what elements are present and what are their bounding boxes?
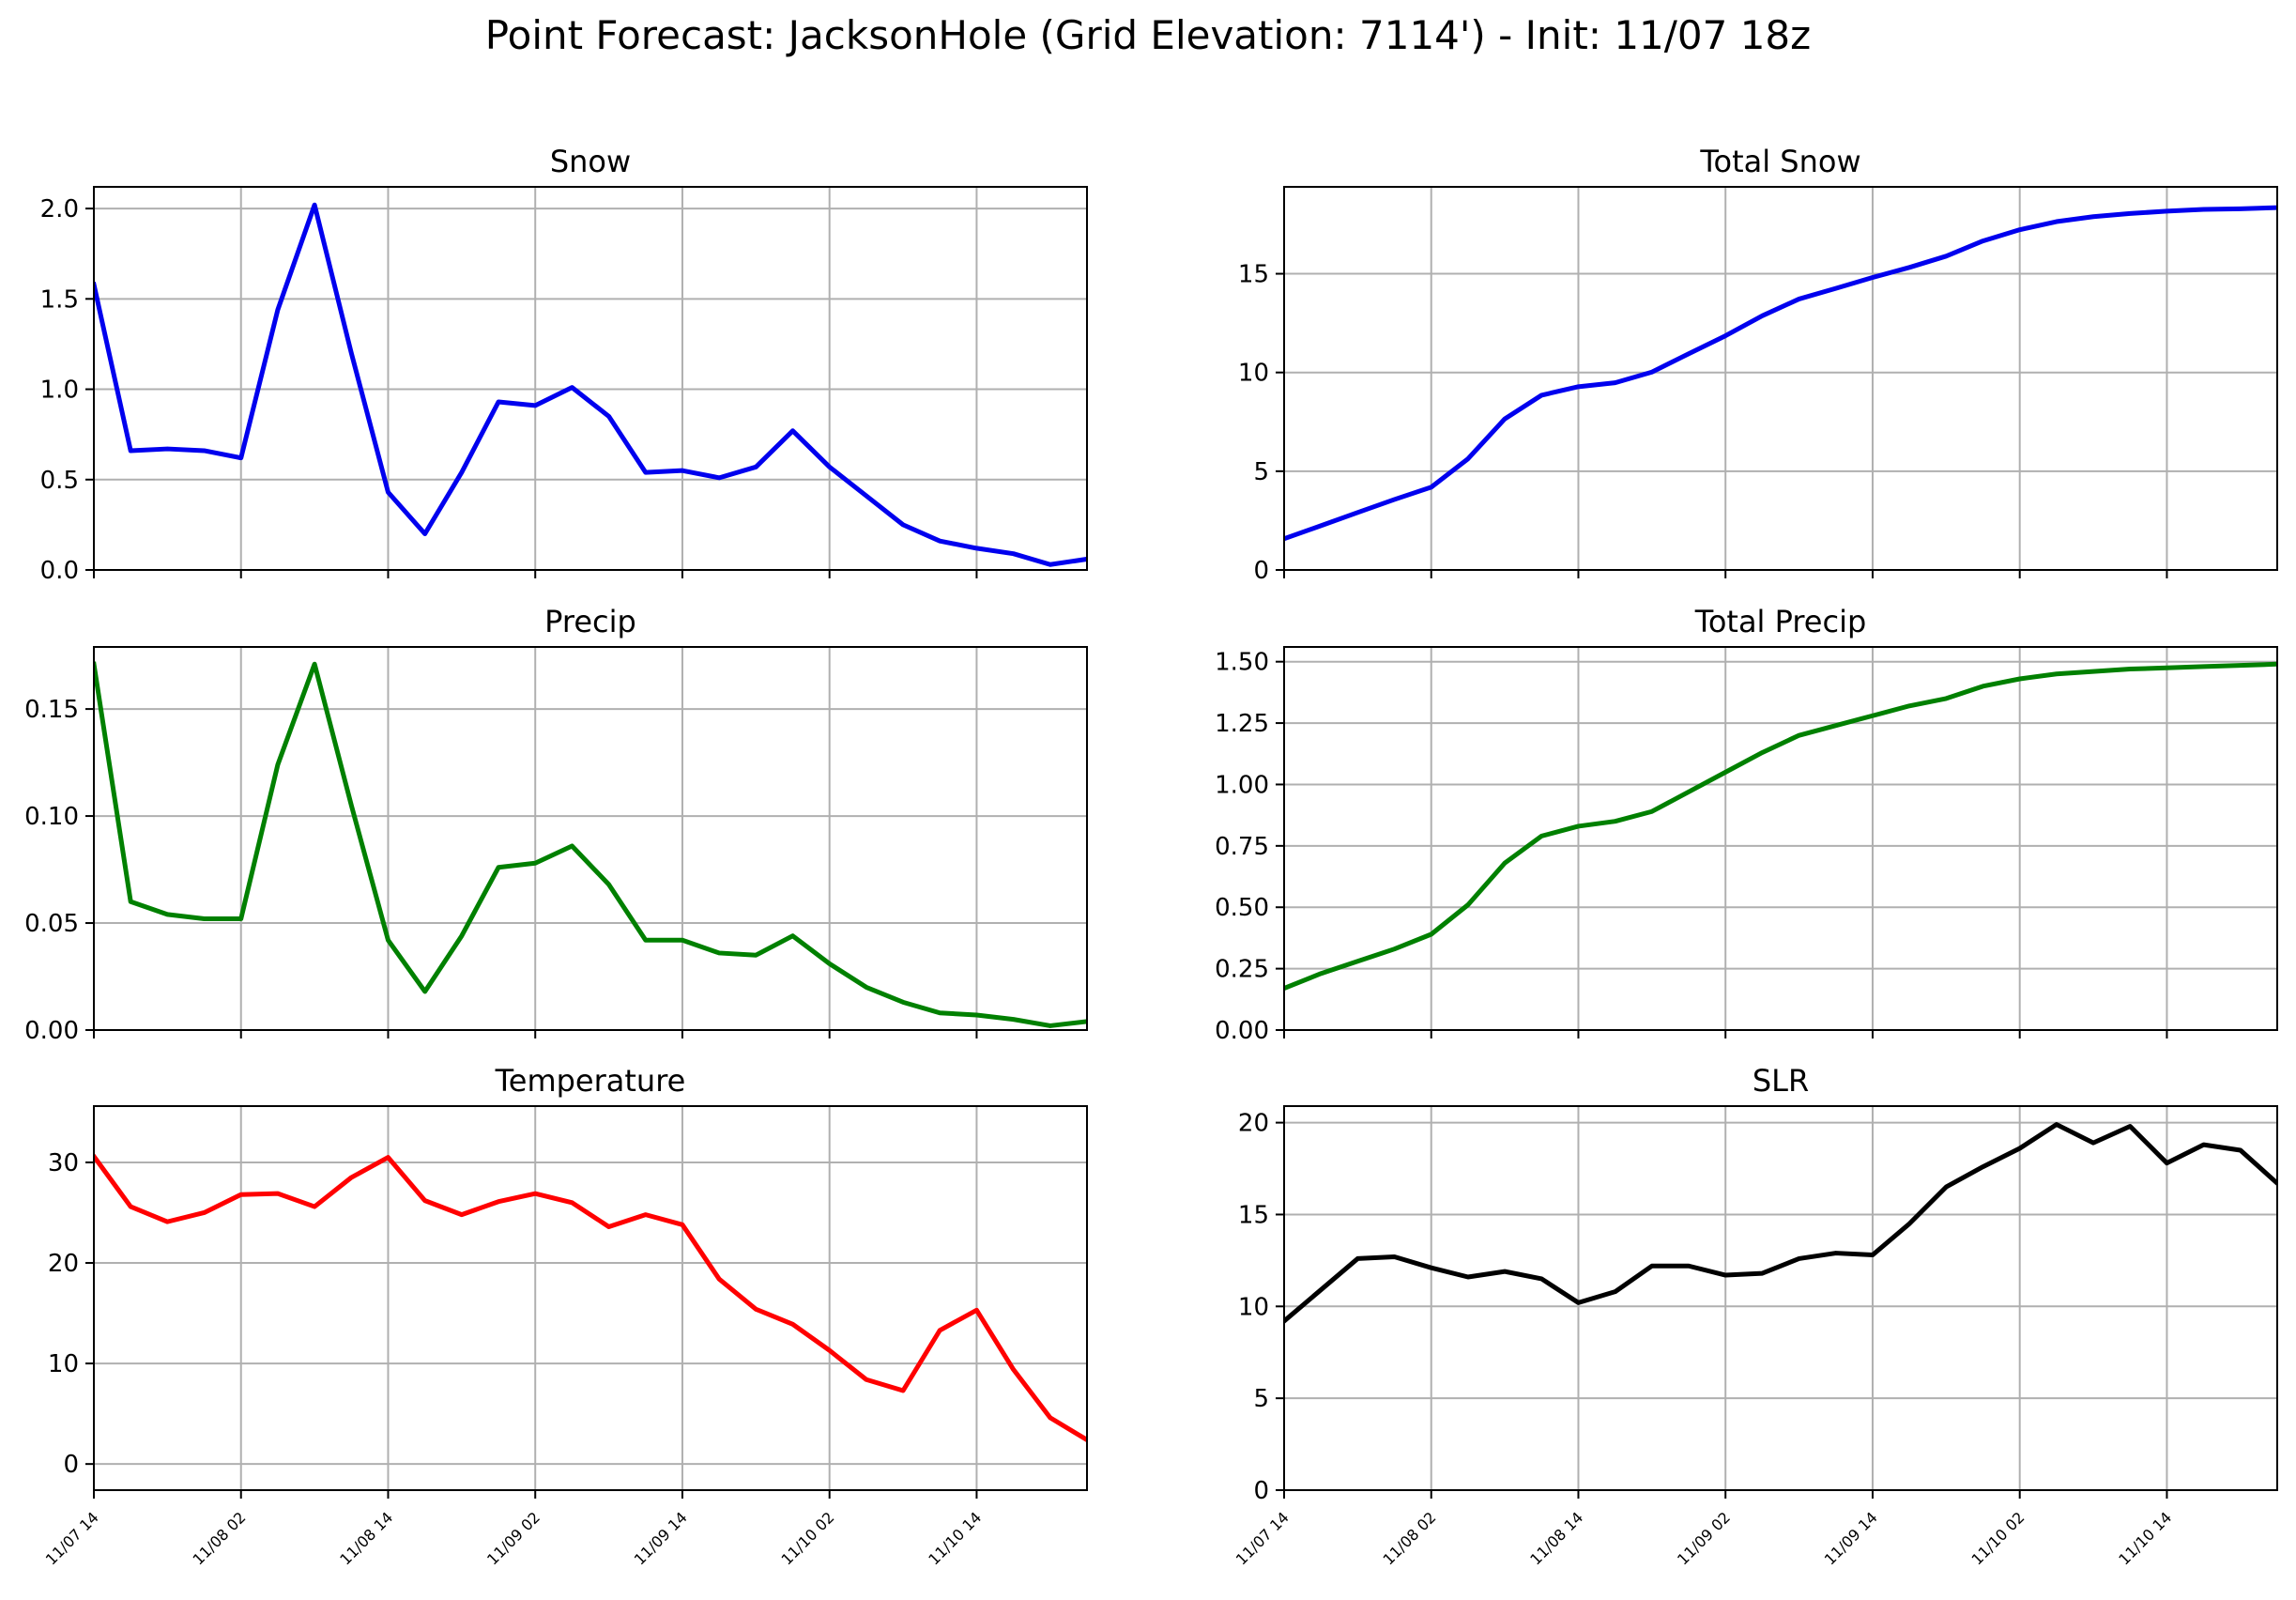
temperature-ytick-label: 10: [48, 1350, 79, 1378]
snow-ytick-label: 0.0: [40, 557, 79, 585]
total-precip-ytick-label: 1.25: [1215, 710, 1269, 738]
figure-title: Point Forecast: JacksonHole (Grid Elevat…: [485, 12, 1811, 58]
temperature-xtick-label: 11/07 14: [42, 1508, 102, 1568]
snow-title: Snow: [550, 144, 631, 179]
slr-ytick-label: 0: [1253, 1477, 1269, 1505]
temperature-ytick-label: 30: [48, 1149, 79, 1177]
temperature-series-line: [94, 1153, 1087, 1443]
slr-ytick-label: 20: [1238, 1110, 1269, 1138]
temperature-axes-frame: [93, 1105, 1088, 1491]
temperature-xtick-label: 11/10 02: [777, 1508, 837, 1568]
slr-xtick-label: 11/08 02: [1380, 1508, 1440, 1568]
snow-series-line: [94, 202, 1087, 567]
precip-ytick-label: 0.10: [24, 803, 79, 831]
total-precip-ytick-label: 0.50: [1215, 894, 1269, 922]
snow-ytick-label: 1.0: [40, 377, 79, 405]
total-snow-ytick-label: 15: [1238, 261, 1269, 289]
slr-axes-frame: [1283, 1105, 2278, 1491]
total-snow-axes-frame: [1283, 186, 2278, 571]
slr-xtick-label: 11/09 02: [1674, 1508, 1734, 1568]
temperature-ytick-label: 0: [63, 1451, 79, 1479]
total-precip-ytick-label: 1.50: [1215, 649, 1269, 677]
slr-ytick-label: 15: [1238, 1201, 1269, 1229]
total-precip-axes-frame: [1283, 646, 2278, 1031]
temperature-xtick-label: 11/08 02: [190, 1508, 250, 1568]
total-snow-series-line: [1284, 205, 2277, 542]
temperature-ytick-label: 20: [48, 1250, 79, 1278]
slr-panel: SLR 11/07 14 11/08 02 11/08 14 11/09 02 11/09…: [1232, 1063, 2278, 1568]
total-precip-series-line: [1284, 661, 2277, 992]
temperature-xtick-label: 11/08 14: [336, 1508, 396, 1568]
snow-ytick-label: 2.0: [40, 195, 79, 223]
slr-xtick-label: 11/08 14: [1526, 1508, 1586, 1568]
slr-xtick-label: 11/10 14: [2115, 1508, 2175, 1568]
snow-panel: Snow 0.0 0.5 1.0 1.5 2.0: [40, 144, 1088, 585]
slr-series-line: [1284, 1122, 2277, 1325]
precip-title: Precip: [544, 604, 636, 639]
slr-xtick-label: 11/07 14: [1232, 1508, 1293, 1568]
temperature-xtick-label: 11/09 14: [631, 1508, 691, 1568]
slr-xtick-label: 11/09 14: [1821, 1508, 1881, 1568]
slr-title: SLR: [1753, 1063, 1809, 1099]
temperature-title: Temperature: [495, 1063, 686, 1099]
temperature-xtick-label: 11/09 02: [483, 1508, 543, 1568]
precip-ytick-label: 0.05: [24, 910, 79, 938]
precip-series-line: [94, 661, 1087, 1028]
precip-axes-frame: [93, 646, 1088, 1031]
total-snow-ytick-label: 0: [1253, 557, 1269, 585]
total-precip-ytick-label: 0.00: [1215, 1017, 1269, 1045]
snow-ytick-label: 1.5: [40, 285, 79, 314]
precip-ytick-label: 0.15: [24, 696, 79, 724]
snow-axes-frame: [93, 186, 1088, 571]
slr-ytick-label: 10: [1238, 1293, 1269, 1321]
total-precip-panel: Total Precip 0.00 0.25 0.50 0.75 1.00 1.25 1.50: [1215, 604, 2278, 1045]
precip-panel: Precip 0.00 0.05 0.10 0.15: [24, 604, 1088, 1045]
snow-ytick-label: 0.5: [40, 467, 79, 495]
total-snow-ytick-label: 10: [1238, 360, 1269, 388]
temperature-xtick-label: 11/10 14: [925, 1508, 985, 1568]
precip-ytick-label: 0.00: [24, 1017, 79, 1045]
temperature-panel: Temperature 11/07 14 11/08 02 11/08 14 11/09…: [42, 1063, 1088, 1568]
total-snow-panel: Total Snow 0 5 10 15: [1238, 144, 2278, 585]
total-precip-title: Total Precip: [1694, 604, 1867, 639]
total-precip-ytick-label: 0.75: [1215, 833, 1269, 861]
total-precip-ytick-label: 1.00: [1215, 771, 1269, 799]
total-snow-title: Total Snow: [1699, 144, 1860, 179]
total-precip-ytick-label: 0.25: [1215, 956, 1269, 984]
total-snow-ytick-label: 5: [1253, 458, 1269, 486]
slr-xtick-label: 11/10 02: [1967, 1508, 2028, 1568]
slr-ytick-label: 5: [1253, 1385, 1269, 1413]
